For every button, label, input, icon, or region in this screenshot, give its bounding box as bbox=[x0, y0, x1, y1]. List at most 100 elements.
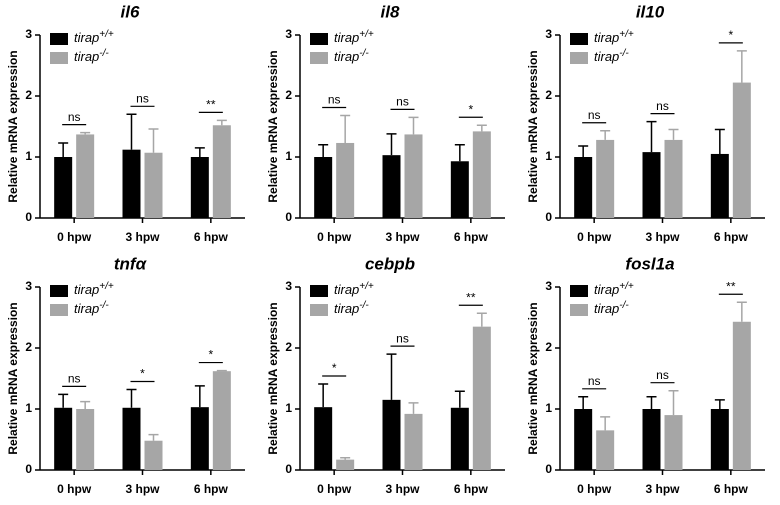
bar bbox=[732, 82, 751, 218]
chart-title: cebpb bbox=[365, 254, 415, 273]
legend-label: tirap-/- bbox=[74, 48, 109, 65]
legend-swatch bbox=[50, 304, 68, 316]
y-tick-label: 0 bbox=[285, 210, 292, 224]
y-tick-label: 0 bbox=[545, 210, 552, 224]
bar bbox=[76, 134, 95, 218]
error-bar bbox=[340, 457, 351, 460]
x-tick-label: 6 hpw bbox=[714, 230, 749, 244]
error-bar bbox=[216, 369, 227, 372]
y-tick-label: 0 bbox=[25, 210, 32, 224]
y-tick-label: 0 bbox=[545, 462, 552, 476]
error-bar bbox=[714, 399, 725, 409]
legend-label: tirap-/- bbox=[74, 300, 109, 317]
panel: tnfα Relative mRNA expression 0 1 2 3 tirap+/+… bbox=[6, 254, 245, 496]
bar bbox=[710, 153, 729, 218]
significance-label: ns bbox=[656, 368, 669, 382]
y-axis-label: Relative mRNA expression bbox=[266, 50, 280, 202]
error-bar bbox=[386, 133, 397, 156]
significance-label: * bbox=[140, 367, 145, 381]
x-tick-label: 3 hpw bbox=[125, 230, 160, 244]
legend-swatch bbox=[310, 304, 328, 316]
x-tick-label: 6 hpw bbox=[714, 482, 749, 496]
legend-swatch bbox=[50, 52, 68, 64]
x-tick-label: 0 hpw bbox=[577, 482, 612, 496]
x-tick-label: 3 hpw bbox=[125, 482, 160, 496]
panel: il6 Relative mRNA expression 0 1 2 3 tirap+/+ t… bbox=[6, 2, 245, 244]
significance-label: ns bbox=[396, 95, 409, 109]
bar bbox=[212, 125, 231, 218]
y-tick-label: 2 bbox=[285, 340, 292, 354]
y-tick-label: 3 bbox=[25, 27, 32, 41]
bar bbox=[314, 407, 333, 470]
legend-label: tirap-/- bbox=[594, 300, 629, 317]
y-tick-label: 0 bbox=[285, 462, 292, 476]
legend-swatch bbox=[50, 33, 68, 45]
error-bar bbox=[408, 402, 419, 414]
significance-label: ns bbox=[396, 331, 409, 345]
error-bar bbox=[476, 124, 487, 132]
error-bar bbox=[736, 301, 747, 322]
error-bar bbox=[80, 400, 91, 409]
bar bbox=[144, 152, 163, 218]
error-bar bbox=[318, 383, 329, 408]
significance-label: * bbox=[468, 102, 473, 116]
error-bar bbox=[578, 145, 589, 157]
error-bar bbox=[126, 113, 137, 150]
bar bbox=[732, 321, 751, 470]
x-tick-label: 3 hpw bbox=[385, 482, 420, 496]
error-bar bbox=[386, 353, 397, 400]
bar bbox=[472, 131, 491, 218]
error-bar bbox=[600, 130, 611, 140]
bar bbox=[382, 155, 401, 218]
chart-title: fosl1a bbox=[625, 254, 674, 273]
x-tick-label: 0 hpw bbox=[577, 230, 612, 244]
error-bar bbox=[476, 312, 487, 327]
bar bbox=[642, 409, 661, 470]
bar bbox=[336, 459, 355, 470]
y-tick-label: 2 bbox=[25, 88, 32, 102]
error-bar bbox=[148, 128, 159, 153]
y-tick-label: 3 bbox=[545, 27, 552, 41]
panel: il10 Relative mRNA expression 0 1 2 3 tirap+/+… bbox=[526, 2, 765, 244]
error-bar bbox=[714, 128, 725, 154]
y-tick-label: 1 bbox=[545, 401, 552, 415]
y-axis-label: Relative mRNA expression bbox=[266, 302, 280, 454]
bar bbox=[596, 139, 615, 218]
legend-swatch bbox=[50, 285, 68, 297]
error-bar bbox=[454, 144, 465, 162]
bar bbox=[664, 139, 683, 218]
bar bbox=[212, 371, 231, 470]
x-tick-label: 0 hpw bbox=[57, 482, 92, 496]
significance-label: ** bbox=[206, 98, 216, 112]
chart-title: tnfα bbox=[114, 254, 148, 273]
error-bar bbox=[58, 142, 69, 157]
x-tick-label: 6 hpw bbox=[454, 482, 489, 496]
significance-label: ** bbox=[466, 290, 476, 304]
y-tick-label: 3 bbox=[545, 279, 552, 293]
legend-swatch bbox=[310, 285, 328, 297]
significance-label: * bbox=[332, 361, 337, 375]
y-tick-label: 2 bbox=[25, 340, 32, 354]
significance-label: * bbox=[728, 28, 733, 42]
x-tick-label: 6 hpw bbox=[194, 230, 229, 244]
error-bar bbox=[646, 396, 657, 409]
x-tick-label: 3 hpw bbox=[645, 482, 680, 496]
y-tick-label: 1 bbox=[285, 149, 292, 163]
y-axis-label: Relative mRNA expression bbox=[526, 302, 540, 454]
y-tick-label: 2 bbox=[545, 88, 552, 102]
bar bbox=[450, 407, 469, 470]
error-bar bbox=[646, 120, 657, 153]
legend-label: tirap+/+ bbox=[334, 29, 374, 46]
y-axis-label: Relative mRNA expression bbox=[526, 50, 540, 202]
error-bar bbox=[408, 116, 419, 135]
bar bbox=[450, 161, 469, 218]
panel: fosl1a Relative mRNA expression 0 1 2 3 tirap+… bbox=[526, 254, 765, 496]
y-axis-label: Relative mRNA expression bbox=[6, 302, 20, 454]
bar bbox=[710, 409, 729, 470]
error-bar bbox=[58, 393, 69, 408]
bar bbox=[642, 152, 661, 218]
bar bbox=[190, 157, 209, 218]
x-tick-label: 3 hpw bbox=[645, 230, 680, 244]
significance-label: ns bbox=[68, 372, 81, 386]
error-bar bbox=[340, 114, 351, 143]
